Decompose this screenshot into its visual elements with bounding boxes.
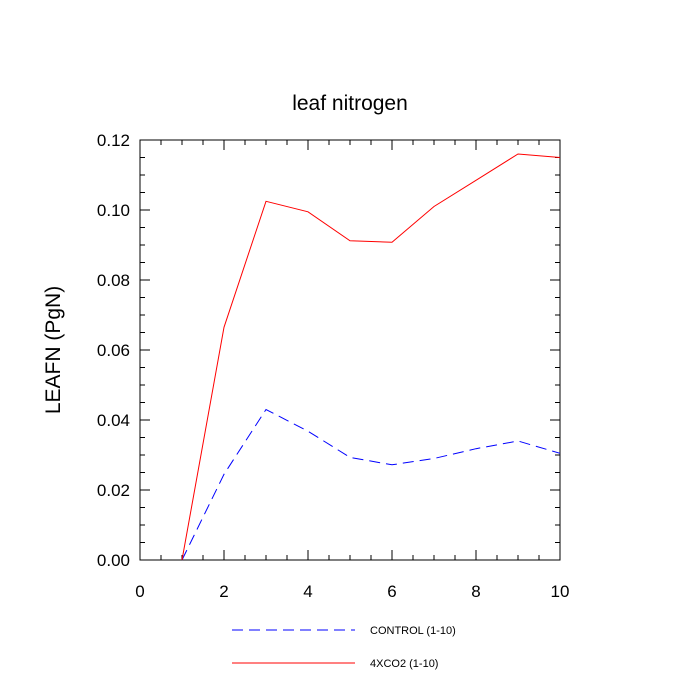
x-tick-label: 4 [303,582,312,601]
y-tick-label: 0.02 [97,481,130,500]
chart-title: leaf nitrogen [292,92,408,115]
y-tick-label: 0.08 [97,271,130,290]
legend: CONTROL (1-10) 4XCO2 (1-10) [232,625,456,670]
x-tick-label: 2 [219,582,228,601]
x-tick-labels: 0 2 4 6 8 10 [135,582,569,601]
y-tick-label: 0.06 [97,341,130,360]
legend-label-0: CONTROL (1-10) [370,625,456,637]
y-tick-label: 0.12 [97,131,130,150]
series-lines [181,153,561,561]
y-tick-label: 0.00 [97,551,130,570]
series-line-0 [181,408,561,561]
y-tick-label: 0.04 [97,411,130,430]
series-line-1 [181,153,561,561]
x-tick-label: 0 [135,582,144,601]
legend-label-1: 4XCO2 (1-10) [370,658,438,670]
x-tick-label: 10 [551,582,570,601]
y-tick-label: 0.10 [97,201,130,220]
x-tick-label: 8 [471,582,480,601]
y-tick-labels: 0.00 0.02 0.04 0.06 0.08 0.10 0.12 [97,131,130,570]
plot-frame [139,139,561,561]
axis-ticks [139,139,561,561]
y-axis-label: LEAFN (PgN) [42,286,65,414]
x-tick-label: 6 [387,582,396,601]
